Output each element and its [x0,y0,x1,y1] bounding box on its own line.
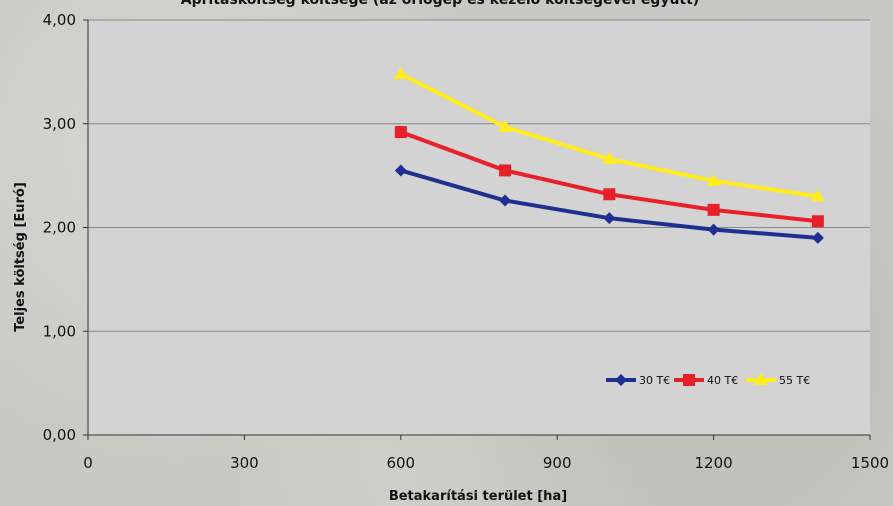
x-tick-label: 1500 [851,454,889,472]
y-tick-label: 3,00 [43,115,76,133]
data-point [707,223,720,236]
x-tick-label: 300 [230,454,259,472]
x-tick-label: 0 [83,454,93,472]
legend-label: 55 T€ [779,374,810,387]
y-tick-label: 1,00 [43,322,76,340]
legend-marker [615,374,627,386]
data-point [707,203,720,216]
data-point [498,119,513,132]
x-tick-label: 600 [386,454,415,472]
legend-label: 40 T€ [707,374,738,387]
x-tick-label: 1200 [695,454,733,472]
y-tick-label: 0,00 [43,426,76,444]
data-point [811,231,824,244]
data-point [394,164,407,177]
legend-label: 30 T€ [639,374,670,387]
legend: 30 T€ 40 T€ 55 T€ [606,373,810,387]
data-point [706,173,721,186]
y-tick-label: 4,00 [43,11,76,29]
legend-marker [683,374,695,386]
data-point [394,126,407,139]
data-point [499,164,512,177]
gridlines [88,19,870,332]
axes: 0,00 1,00 2,00 3,00 4,00 0 300 600 900 1200 1500 [43,11,890,472]
data-point [810,189,825,202]
chart-title: Aprításköltség költsége (az őrlőgép és k… [181,0,699,8]
data-point [811,215,824,228]
x-axis-title: Betakarítási terület [ha] [389,489,567,504]
data-point [499,194,512,207]
series-layer [393,66,825,244]
y-axis-title: Teljes költség [Euró] [13,182,28,332]
data-point [603,188,616,201]
x-tick-label: 900 [543,454,572,472]
data-point [603,212,616,225]
data-point [393,66,408,79]
y-tick-label: 2,00 [43,219,76,237]
legend-marker [754,373,768,385]
data-point [602,152,617,165]
